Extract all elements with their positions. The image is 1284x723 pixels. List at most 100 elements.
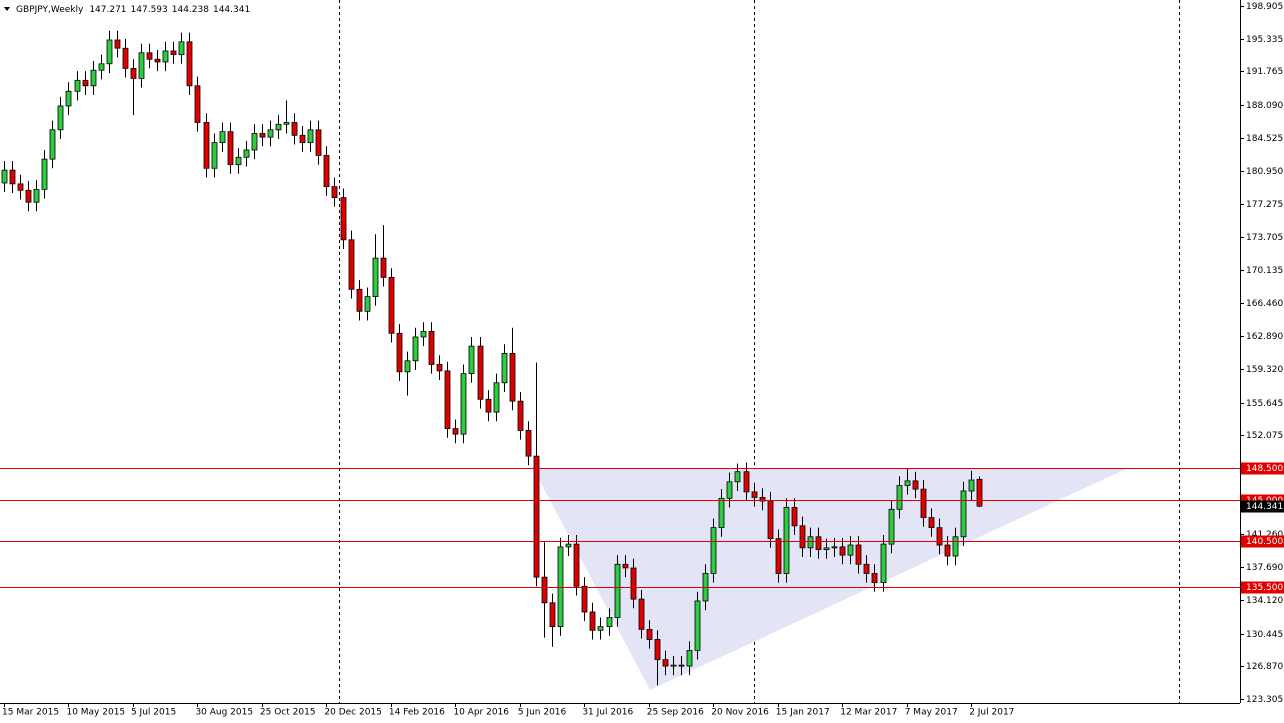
candle-body [364,296,371,312]
y-tick-label: 191.765 [1246,67,1283,77]
candle-body [396,332,403,373]
y-tick-label: 141.260 [1246,530,1283,540]
candle-body [74,79,81,92]
candle-body [154,58,161,63]
candle-body [847,544,854,556]
y-tick-label: 198.905 [1246,2,1283,12]
x-tick-label: 7 May 2017 [905,708,958,718]
candle-body [597,626,604,631]
candle-body [517,400,524,431]
candle-body [114,39,121,49]
x-tick-label: 5 Jun 2016 [518,708,567,718]
y-tick-label: 123.305 [1246,695,1283,705]
candle-body [743,471,750,493]
y-tick-label: 130.445 [1246,630,1283,640]
level-label: 140.500 [1246,537,1283,547]
plot [1,30,983,686]
x-tick-label: 5 Jul 2015 [131,708,176,718]
candle-body [807,536,814,549]
candle-body [638,598,645,630]
candle-body [896,485,903,510]
candle-body [404,360,411,373]
candle-body [622,563,629,569]
candle-body [227,131,234,166]
candle-body [646,628,653,640]
candle-body [936,527,943,546]
candle-body [549,602,556,628]
candle-body [203,122,210,169]
candle-body [372,257,379,298]
candle-body [194,85,201,123]
candle-body [678,664,685,667]
candle-body [348,239,355,290]
candle-body [799,525,806,549]
candle-body [767,500,774,540]
candle-body [759,496,766,502]
header-open: 147.271 [89,5,126,15]
candle-body [211,142,218,169]
y-tick-label: 177.275 [1246,200,1283,210]
candle-body [460,373,467,435]
candle-body [573,543,580,587]
candle-body [65,90,72,107]
candle-body [90,69,97,87]
candle-body [356,288,363,312]
x-tick-label: 30 Aug 2015 [195,708,253,718]
candle-body [968,479,975,492]
candle-body [525,430,532,457]
y-tick-label: 162.890 [1246,332,1283,342]
x-tick-label: 20 Dec 2015 [324,708,382,718]
x-tick-label: 10 Apr 2016 [453,708,509,718]
y-tick-label: 170.135 [1246,266,1283,276]
y-tick-label: 126.870 [1246,662,1283,672]
x-tick-label: 20 Nov 2016 [711,708,769,718]
candle-body [686,650,693,667]
collapse-icon [4,7,10,11]
candle-body [501,353,508,384]
candle-body [904,480,911,486]
candle-body [734,471,741,483]
candle-body [57,105,64,131]
candle-body [420,331,427,338]
y-tick-label: 195.335 [1246,35,1283,45]
candle-body [493,382,500,413]
candle-body [855,544,862,565]
level-label-box [1241,581,1284,594]
candle-body [888,508,895,545]
candle-body [251,133,258,151]
candle-body [912,480,919,490]
candle-body [614,563,621,618]
candle-body [718,497,725,529]
candle-body [823,547,830,551]
candle-body [960,490,967,538]
triangle-pattern [533,468,1128,690]
candle-body [235,156,242,166]
candle-body [557,546,564,628]
y-tick-label: 188.090 [1246,101,1283,111]
candle-body [694,600,701,651]
candle-body [49,129,56,160]
candle-body [541,576,548,604]
y-tick-label: 134.120 [1246,596,1283,606]
candle-body [589,611,596,631]
y-tick-label: 166.460 [1246,299,1283,309]
candle-body [307,129,314,144]
candle-body [815,536,822,551]
candle-body [928,517,935,529]
candle-body [630,567,637,600]
x-tick-label: 2 Jul 2017 [969,708,1014,718]
y-tick-label: 152.075 [1246,431,1283,441]
header-low: 144.238 [172,5,209,15]
candle-body [452,428,459,435]
candle-body [299,134,306,144]
candle-body [41,158,48,190]
candle-body [243,149,250,158]
candle-body [315,129,322,156]
y-tick-label: 184.525 [1246,134,1283,144]
candle-body [331,186,338,199]
candle-body [98,63,105,71]
candle-body [791,507,798,527]
candle-body [839,546,846,556]
level-label-box [1241,462,1284,475]
